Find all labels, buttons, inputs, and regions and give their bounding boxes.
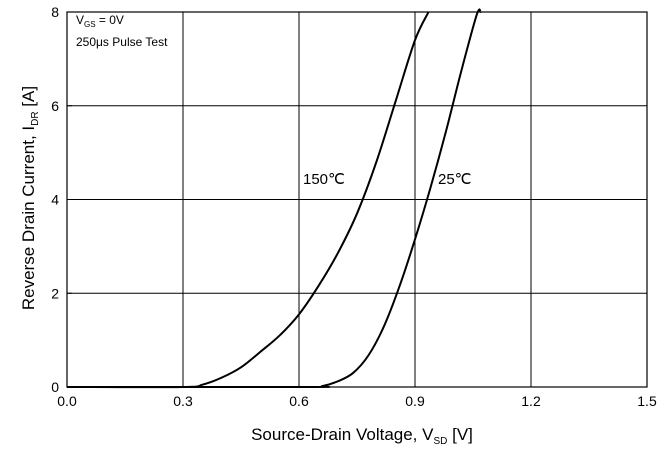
x-axis-label: Source-Drain Voltage, VSD [V] <box>251 425 473 447</box>
x-tick-label: 0.6 <box>289 393 309 409</box>
ticks: 0.0 0.3 0.6 0.9 1.2 1.5 0 2 4 6 8 <box>51 4 657 409</box>
series <box>66 8 482 389</box>
y-tick-label: 2 <box>51 285 59 301</box>
x-tick-label: 0.9 <box>405 393 425 409</box>
annotation-pulse-test: 250μs Pulse Test <box>76 35 168 49</box>
x-tick-label: 1.2 <box>521 393 541 409</box>
y-axis-label: Reverse Drain Current, IDR [A] <box>19 86 41 310</box>
y-tick-label: 6 <box>51 98 59 114</box>
grid <box>67 12 647 387</box>
y-tick-label: 4 <box>51 192 59 208</box>
y-tick-label: 8 <box>51 4 59 20</box>
y-tick-label: 0 <box>51 379 59 395</box>
series-line-150c <box>66 11 430 389</box>
series-label-150c: 150℃ <box>303 171 345 188</box>
series-line-25c <box>66 8 482 389</box>
x-tick-label: 1.5 <box>637 393 657 409</box>
annotation-vgs: VGS = 0V <box>76 13 124 29</box>
x-tick-label: 0.3 <box>173 393 193 409</box>
series-label-25c: 25℃ <box>438 171 472 188</box>
x-tick-label: 0.0 <box>57 393 77 409</box>
